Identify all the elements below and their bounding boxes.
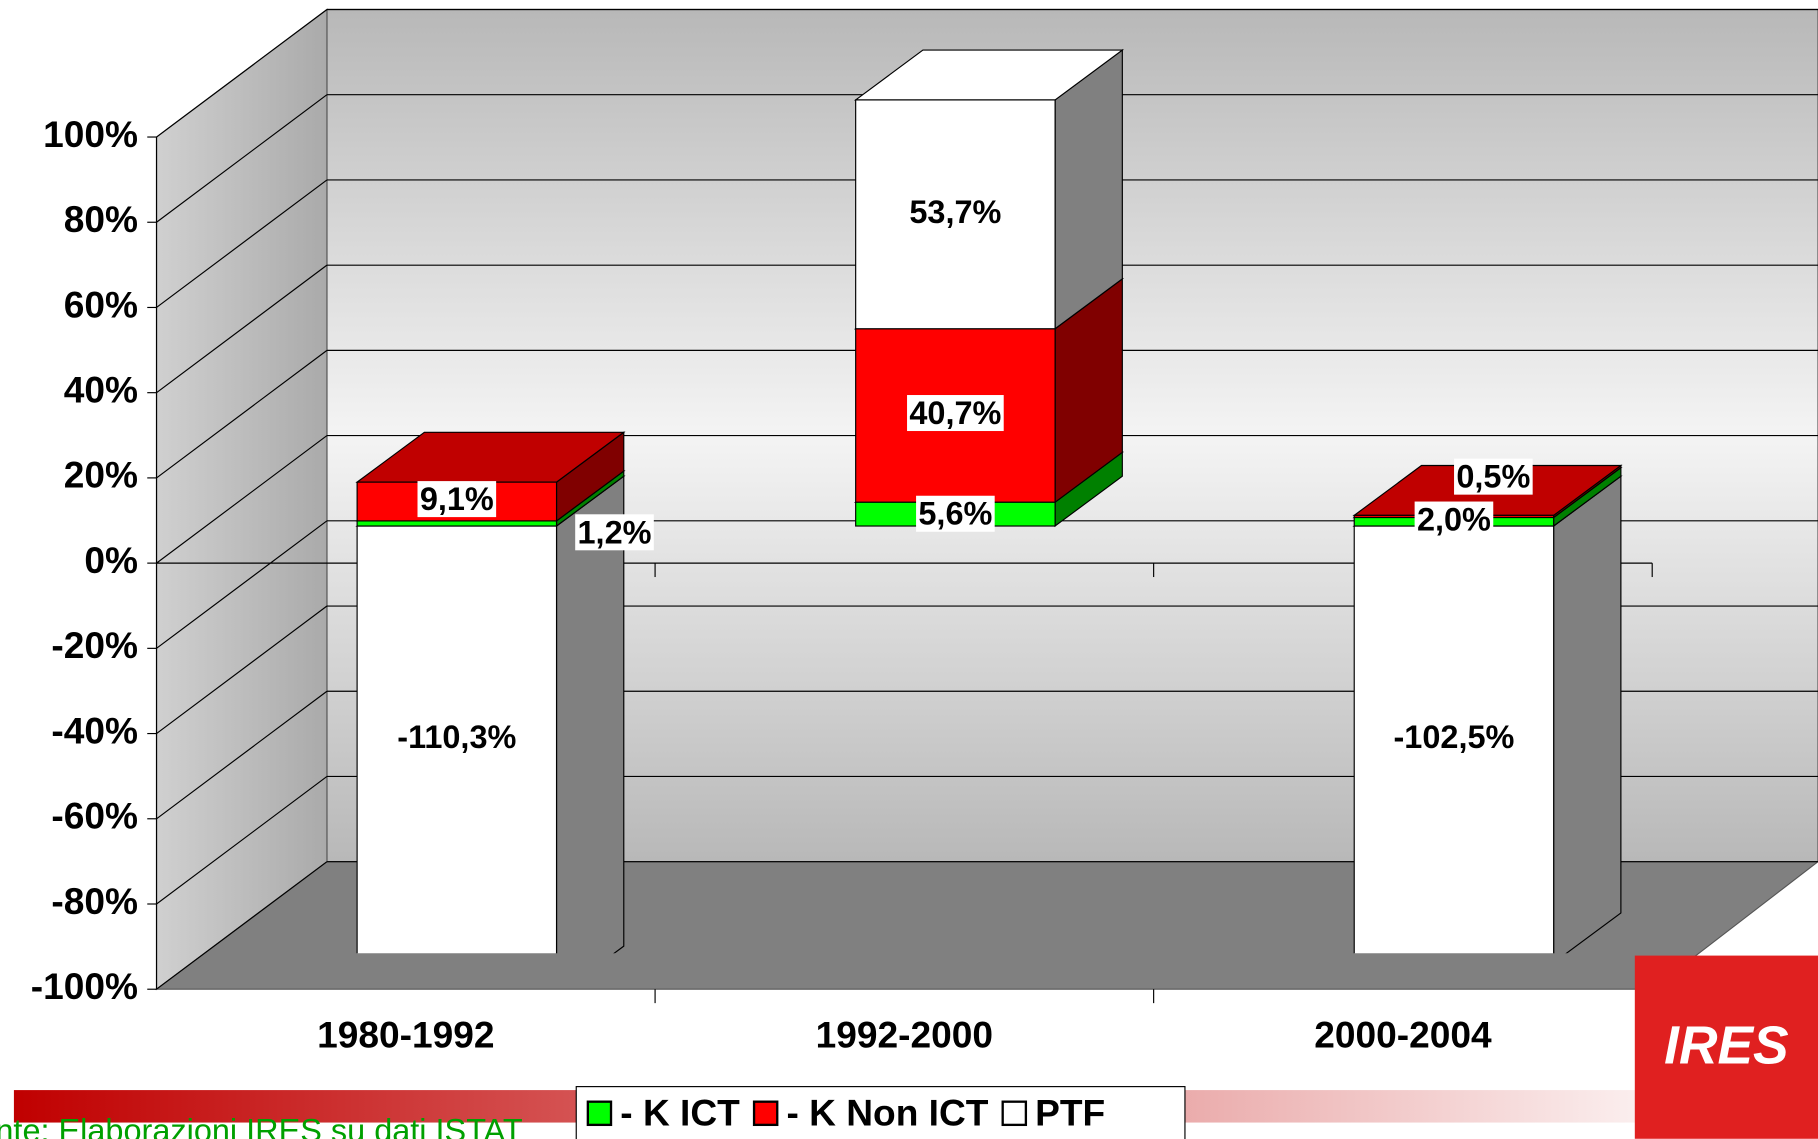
value-label: 2,0%	[1417, 502, 1491, 538]
value-label-bg	[575, 514, 654, 551]
value-label: 40,7%	[909, 395, 1001, 431]
y-tick-label: -40%	[51, 709, 138, 751]
legend-swatch	[1001, 1100, 1028, 1127]
value-label: -102,5%	[1393, 719, 1514, 755]
bar	[356, 520, 558, 527]
value-label: 53,7%	[909, 194, 1001, 230]
grid-line	[156, 435, 328, 564]
y-tick-label: -80%	[51, 880, 138, 922]
grid-line	[156, 9, 328, 138]
value-label: 9,1%	[420, 481, 494, 517]
legend-label: - K Non ICT	[787, 1091, 989, 1133]
y-tick-label: 80%	[64, 198, 138, 240]
bar-side	[555, 475, 625, 954]
legend-label: PTF	[1035, 1091, 1105, 1133]
bar-side	[1553, 475, 1622, 954]
value-label-bg	[907, 395, 1004, 432]
grid-line	[156, 94, 328, 223]
y-tick-label: -20%	[51, 624, 138, 666]
y-tick-label: 100%	[43, 113, 138, 155]
value-label-bg	[907, 193, 1004, 230]
value-label-bg	[394, 719, 519, 756]
value-label: 1,2%	[578, 514, 652, 550]
y-tick-label: -100%	[31, 965, 138, 1007]
value-label: 5,6%	[918, 496, 992, 532]
value-label-bg	[1454, 458, 1533, 495]
bar	[356, 525, 558, 954]
source-note: nte: Elaborazioni IRES su dati ISTAT	[0, 1113, 523, 1139]
grid-line	[156, 605, 328, 735]
logo-box	[1634, 955, 1818, 1139]
y-tick-label: 0%	[84, 539, 138, 581]
grid-line	[156, 179, 328, 308]
grid-line	[156, 520, 328, 649]
legend-label: - K ICT	[620, 1091, 740, 1133]
grid-line	[156, 264, 328, 394]
legend-box	[575, 1086, 1186, 1139]
value-label: 0,5%	[1456, 459, 1530, 495]
x-tick-label: 1980-1992	[317, 1014, 494, 1056]
grid-line	[156, 349, 328, 479]
value-label-bg	[916, 495, 995, 532]
value-label: -110,3%	[397, 719, 516, 755]
legend-swatch	[586, 1100, 613, 1127]
y-tick-label: 40%	[64, 368, 138, 410]
y-tick-label: 20%	[64, 454, 138, 496]
x-tick-label: 2000-2004	[1314, 1014, 1492, 1056]
value-label-bg	[417, 481, 497, 518]
x-tick-label: 1992-2000	[816, 1014, 993, 1056]
grid-line	[156, 690, 328, 820]
y-tick-label: -60%	[51, 795, 138, 837]
logo: IRES	[1664, 1017, 1789, 1076]
y-tick-label: 60%	[64, 283, 138, 325]
value-label-bg	[1414, 501, 1494, 538]
value-label-bg	[1391, 719, 1517, 756]
grid-line	[156, 775, 328, 905]
grid-line	[156, 861, 328, 990]
legend-swatch	[752, 1100, 779, 1127]
